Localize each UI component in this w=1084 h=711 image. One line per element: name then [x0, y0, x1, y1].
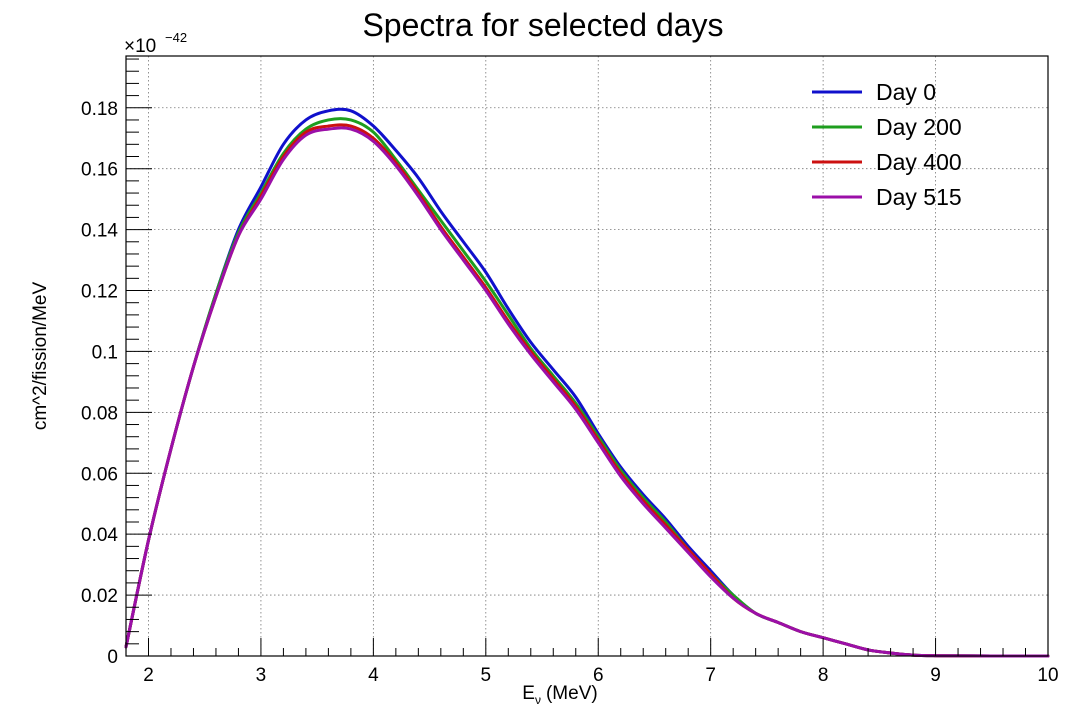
series-layer	[124, 107, 1050, 658]
y-tick-label: 0.1	[92, 342, 118, 363]
x-tick-label: 8	[818, 665, 829, 686]
y-tick-label: 0.18	[81, 99, 118, 120]
grid-lines	[126, 56, 1049, 657]
legend-label: Day 200	[876, 114, 962, 140]
x-tick-label: 4	[368, 665, 379, 686]
legend: Day 0 Day 200 Day 400 Day 515	[812, 79, 962, 210]
x-axis-label-sub: ν	[535, 693, 541, 707]
chart-title: Spectra for selected days	[362, 7, 723, 43]
y-axis: 0 0.02 0.04 0.06 0.08 0.1 0.12 0.14 0.16 0.18	[81, 58, 152, 668]
y-tick-label: 0.16	[81, 160, 118, 181]
x-axis-label-unit: (MeV)	[546, 683, 598, 704]
x-tick-label: 3	[256, 665, 267, 686]
x-tick-label: 2	[143, 665, 154, 686]
y-tick-label: 0.14	[81, 221, 118, 242]
y-multiplier-exponent: −42	[165, 30, 187, 45]
x-axis-label: Eν (MeV)	[522, 683, 597, 707]
y-multiplier: ×10 −42	[124, 30, 187, 57]
legend-label: Day 0	[876, 79, 936, 105]
x-tick-label: 10	[1037, 665, 1058, 686]
y-tick-label: 0.12	[81, 282, 118, 303]
x-tick-label: 7	[705, 665, 716, 686]
legend-label: Day 515	[876, 184, 962, 210]
x-axis: 2 3 4 5 6 7 8 9 10	[125, 638, 1059, 686]
y-axis-label: cm^2/fission/MeV	[30, 282, 51, 431]
x-tick-label: 9	[930, 665, 941, 686]
y-tick-label: 0.06	[81, 464, 118, 485]
legend-label: Day 400	[876, 149, 962, 175]
y-tick-label: 0.02	[81, 586, 118, 607]
plot-frame	[125, 55, 1049, 657]
x-axis-label-main: E	[522, 683, 535, 704]
x-tick-label: 6	[593, 665, 604, 686]
y-multiplier-prefix: ×10	[124, 36, 156, 57]
y-tick-label: 0.04	[81, 525, 118, 546]
y-tick-label: 0	[107, 647, 118, 668]
x-tick-label: 5	[481, 665, 492, 686]
series-line-3	[124, 126, 1050, 658]
y-tick-label: 0.08	[81, 403, 118, 424]
